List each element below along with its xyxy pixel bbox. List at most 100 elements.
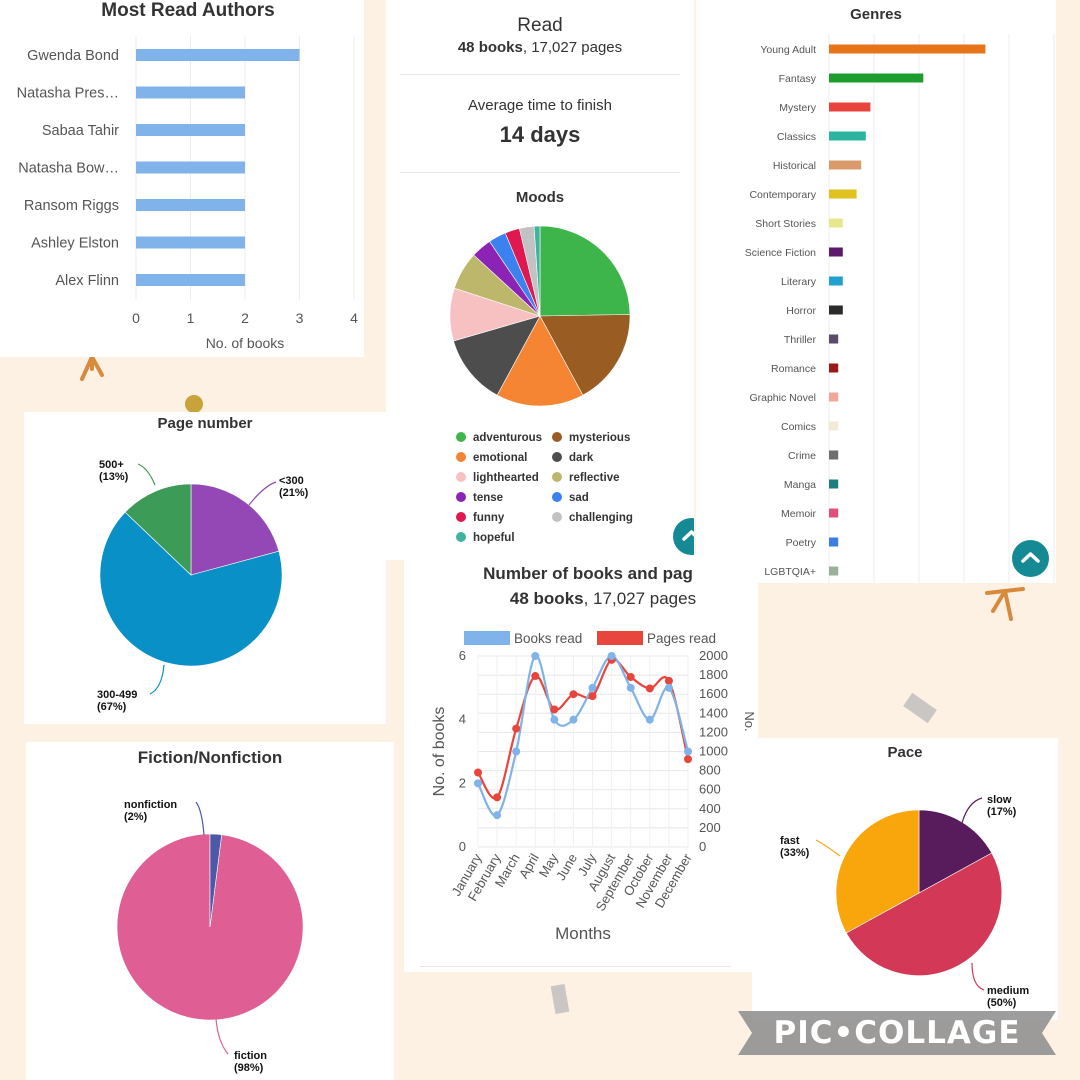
legend-swatch xyxy=(456,472,466,482)
bar-Short Stories xyxy=(829,218,843,228)
category-label: Ransom Riggs xyxy=(24,198,119,214)
legend-swatch xyxy=(456,432,466,442)
monthly-panel: Number of books and pag 48 books, 17,027… xyxy=(404,556,758,972)
category-label: Manga xyxy=(784,479,816,491)
x-axis-label: No. of books xyxy=(206,335,285,351)
read-summary: 48 books, 17,027 pages xyxy=(386,39,694,56)
x-tick-label: 0 xyxy=(132,310,140,326)
category-label: Mystery xyxy=(779,102,817,114)
bar-Young Adult xyxy=(829,44,986,54)
scroll-up-button-genres[interactable] xyxy=(1012,540,1049,577)
scroll-up-button[interactable] xyxy=(673,518,694,555)
bar-Manga xyxy=(829,479,839,489)
pagenum-panel: Page number <300 (21%) 500+ (13%) 300-499 (67… xyxy=(24,412,386,724)
books-line xyxy=(477,654,690,817)
pie-percent: (33%) xyxy=(780,847,810,859)
pages-point-January xyxy=(474,768,482,777)
category-label: Alex Flinn xyxy=(55,273,119,289)
bar-Science Fiction xyxy=(829,247,843,257)
leader-line xyxy=(815,839,841,857)
watermark-shape xyxy=(738,1011,1056,1055)
monthly-summary: 48 books, 17,027 pages xyxy=(438,589,758,609)
category-label: Classics xyxy=(777,131,816,143)
legend-item-tense: tense xyxy=(456,492,503,504)
bar-Classics xyxy=(829,131,866,141)
y2-tick-label: 1200 xyxy=(699,724,728,739)
moods-title: Moods xyxy=(515,189,565,206)
x-tick-label: 4 xyxy=(350,310,358,326)
pages-point-September xyxy=(626,673,635,682)
pages-point-October xyxy=(645,684,654,693)
moods-slice-3 xyxy=(453,315,541,396)
category-label: Poetry xyxy=(786,537,817,549)
chevron-up-icon xyxy=(682,530,694,541)
books-point-May xyxy=(550,715,559,724)
pages-point-July xyxy=(588,692,597,701)
genres-panel: Genres Young Adult Fantasy Mystery Classics… xyxy=(696,0,1056,583)
leader-line xyxy=(248,481,277,506)
legend-item-funny: funny xyxy=(456,512,504,524)
leader-line xyxy=(961,797,983,824)
books-point-July xyxy=(588,683,597,692)
category-label: Literary xyxy=(781,276,817,288)
legend-label: mysterious xyxy=(569,432,631,444)
y2-tick-label: 0 xyxy=(699,839,706,854)
pie-percent: (67%) xyxy=(97,701,127,713)
legend-label: adventurous xyxy=(473,432,543,444)
pagenum-title: Page number xyxy=(157,415,253,432)
bar-Ransom Riggs xyxy=(136,199,245,211)
y-tick-label: 4 xyxy=(459,712,466,727)
monthly-title: Number of books and pag xyxy=(483,564,693,583)
bar-Literary xyxy=(829,276,843,286)
category-label: Comics xyxy=(781,421,816,433)
leader-line xyxy=(149,664,165,695)
y2-axis-label: No. xyxy=(742,711,757,731)
fiction-panel: Fiction/Nonfiction nonfiction (2%) fiction… xyxy=(26,742,394,1080)
legend-item-dark: dark xyxy=(552,452,593,464)
pace-slice-0 xyxy=(918,809,993,894)
fiction-title: Fiction/Nonfiction xyxy=(137,748,283,767)
decor-tape xyxy=(78,352,106,381)
moods-slice-1 xyxy=(539,314,631,396)
leader-line xyxy=(195,801,205,836)
pie-label: 500+ xyxy=(99,459,124,471)
moods-slice-0 xyxy=(539,225,631,317)
bar-Graphic Novel xyxy=(829,392,839,402)
bar-Thriller xyxy=(829,334,839,344)
read-books: 48 books xyxy=(457,39,523,56)
category-label: Historical xyxy=(773,160,816,172)
x-tick-label: 3 xyxy=(296,310,304,326)
moods-slice-10 xyxy=(533,225,541,317)
pagenum-slice-2 xyxy=(124,483,192,576)
read-panel: Read 48 books, 17,027 pages Average time… xyxy=(386,0,694,560)
y2-tick-label: 600 xyxy=(699,782,721,797)
pagenum-slice-1 xyxy=(99,511,283,667)
legend-item-mysterious: mysterious xyxy=(552,432,630,444)
bar-Crime xyxy=(829,450,839,460)
pie-label: medium xyxy=(987,985,1029,997)
monthly-chart: Books read Pages read 0 200 400 600 800 1000 120… xyxy=(431,631,757,943)
legend-item-emotional: emotional xyxy=(456,452,527,464)
category-label: Fantasy xyxy=(779,73,817,85)
books-point-March xyxy=(512,747,521,756)
y-tick-label: 0 xyxy=(459,839,466,854)
books-point-June xyxy=(569,715,578,724)
y2-tick-label: 1000 xyxy=(699,744,728,759)
watermark-banner: PIC•COLLAGE xyxy=(738,1011,1056,1055)
category-label: Young Adult xyxy=(760,44,816,56)
category-label: Horror xyxy=(786,305,816,317)
legend-label: lighthearted xyxy=(473,472,539,484)
legend-swatch xyxy=(552,452,562,462)
books-point-January xyxy=(474,779,482,788)
pages-point-June xyxy=(569,690,578,699)
category-label: Graphic Novel xyxy=(749,392,816,404)
legend-label: tense xyxy=(473,492,504,504)
pie-percent: (21%) xyxy=(279,487,309,499)
category-label: Natasha Bow… xyxy=(18,161,119,177)
bar-Memoir xyxy=(829,508,839,518)
legend-item-challenging: challenging xyxy=(552,512,633,524)
legend-item-sad: sad xyxy=(552,492,589,504)
bar-Poetry xyxy=(829,537,839,547)
y2-tick-label: 1600 xyxy=(699,686,728,701)
bar-Comics xyxy=(829,421,839,431)
